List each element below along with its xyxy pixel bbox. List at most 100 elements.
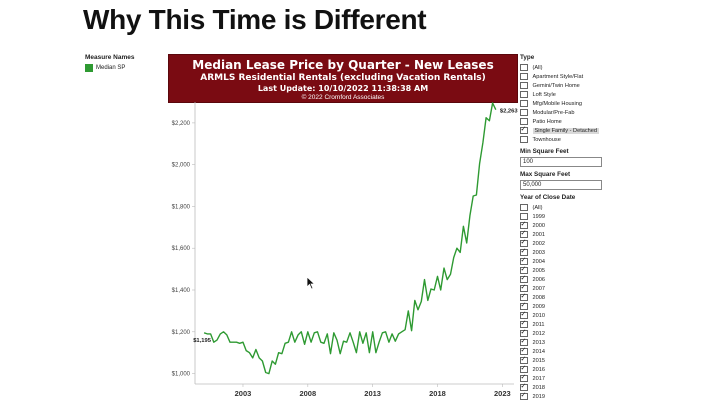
year-option-label: 2002 [532, 240, 545, 247]
year-option[interactable]: 2004 [520, 256, 610, 266]
type-option[interactable]: Townhouse [520, 135, 610, 144]
year-option[interactable]: 2000 [520, 220, 610, 230]
type-option-label: Loft Style [532, 91, 556, 98]
year-option-label: 2016 [532, 366, 545, 373]
chart-header: Median Lease Price by Quarter - New Leas… [168, 54, 518, 103]
y-tick-label: $1,800 [172, 204, 191, 210]
checkbox[interactable] [520, 99, 528, 108]
year-option[interactable]: 2001 [520, 229, 610, 239]
year-option[interactable]: 2012 [520, 328, 610, 338]
type-option[interactable]: Patio Home [520, 117, 610, 126]
filter-panel: Type (All) Apartment Style/Flat Gemini/Twi… [520, 54, 610, 401]
x-tick-label: 2013 [364, 389, 381, 398]
checkbox[interactable] [520, 63, 528, 72]
type-option[interactable]: Modular/Pre-Fab [520, 108, 610, 117]
slide-title: Why This Time is Different [83, 4, 427, 35]
series-line-median-sp [203, 102, 497, 375]
checkbox[interactable] [520, 90, 528, 99]
year-option[interactable]: 2013 [520, 337, 610, 347]
year-option-label: 2013 [532, 339, 545, 346]
y-tick-label: $1,400 [172, 288, 191, 294]
checkbox[interactable] [520, 72, 528, 81]
y-tick-label: $1,000 [172, 372, 191, 378]
year-option-label: 2003 [532, 249, 545, 256]
type-option-label: Apartment Style/Flat [532, 73, 584, 80]
checkbox[interactable] [520, 125, 528, 135]
x-tick-label: 2018 [429, 389, 446, 398]
checkbox[interactable] [520, 391, 528, 401]
y-tick-label: $2,200 [172, 121, 191, 127]
year-option[interactable]: 2005 [520, 265, 610, 275]
year-option[interactable]: 2006 [520, 274, 610, 284]
legend-swatch [85, 64, 93, 72]
year-option-label: 2015 [532, 357, 545, 364]
type-filter-title: Type [520, 54, 535, 61]
year-option-label: 2009 [532, 303, 545, 310]
type-option[interactable]: Mfg/Mobile Housing [520, 99, 610, 108]
year-option-label: 2008 [532, 294, 545, 301]
year-option-label: 2006 [532, 276, 545, 283]
year-filter-title: Year of Close Date [520, 194, 576, 201]
chart-subtitle: ARMLS Residential Rentals (excluding Vac… [200, 73, 486, 83]
min-sqft-input[interactable]: 100 [520, 157, 602, 167]
y-tick-label: $2,000 [172, 163, 191, 169]
year-option[interactable]: 2016 [520, 364, 610, 374]
first-value-label: $1,195 [193, 338, 212, 344]
year-filter-list: (All) 1999 2000 2001 2002 2003 2004 2005 2006 200… [520, 203, 610, 401]
year-option[interactable]: 2014 [520, 346, 610, 356]
year-option[interactable]: 2010 [520, 310, 610, 320]
min-sqft-title: Min Square Feet [520, 148, 569, 155]
type-option-label: Single Family - Detached [532, 127, 599, 134]
max-sqft-title: Max Square Feet [520, 171, 571, 178]
last-value-label: $2,263 [500, 109, 518, 115]
checkbox[interactable] [520, 108, 528, 117]
year-option-label: 2019 [532, 393, 545, 400]
last-update: Last Update: 10/10/2022 11:38:38 AM [257, 84, 429, 93]
year-option[interactable]: 2018 [520, 382, 610, 392]
year-option-label: 2010 [532, 312, 545, 319]
year-option[interactable]: 2008 [520, 292, 610, 302]
type-option[interactable]: Single Family - Detached [520, 125, 610, 135]
year-option[interactable]: 2007 [520, 283, 610, 293]
year-option[interactable]: 2015 [520, 355, 610, 365]
x-tick-label: 2003 [235, 389, 252, 398]
year-option[interactable]: 2019 [520, 391, 610, 401]
year-option-label: (All) [532, 204, 543, 211]
type-option[interactable]: Apartment Style/Flat [520, 72, 610, 81]
legend: Measure Names Median SP [85, 54, 135, 72]
checkbox[interactable] [520, 203, 528, 212]
type-option-label: Townhouse [532, 136, 561, 143]
year-option-label: 2007 [532, 285, 545, 292]
year-option-label: 2017 [532, 375, 545, 382]
year-option-label: 2000 [532, 222, 545, 229]
year-option-label: 2012 [532, 330, 545, 337]
year-option-label: 2005 [532, 267, 545, 274]
type-option[interactable]: (All) [520, 63, 610, 72]
mouse-cursor-icon [306, 276, 316, 290]
type-option[interactable]: Loft Style [520, 90, 610, 99]
year-option-label: 1999 [532, 213, 545, 220]
checkbox[interactable] [520, 81, 528, 90]
year-option[interactable]: 2009 [520, 301, 610, 311]
legend-item-median-sp[interactable]: Median SP [85, 64, 135, 72]
type-option-label: (All) [532, 64, 543, 71]
median-lease-line-chart[interactable]: $1,000 $1,200 $1,400 $1,600 $1,800 $2,000 $2,2… [168, 102, 518, 402]
checkbox[interactable] [520, 135, 528, 144]
year-option-label: 2011 [532, 321, 545, 328]
year-option[interactable]: 2017 [520, 373, 610, 383]
type-filter-list: (All) Apartment Style/Flat Gemini/Twin Hom… [520, 63, 610, 144]
copyright: © 2022 Cromford Associates [301, 94, 385, 101]
type-option-label: Mfg/Mobile Housing [532, 100, 582, 107]
year-option[interactable]: 2003 [520, 247, 610, 257]
type-option[interactable]: Gemini/Twin Home [520, 81, 610, 90]
year-option-label: 2001 [532, 231, 545, 238]
year-option[interactable]: 2002 [520, 238, 610, 248]
year-option[interactable]: 1999 [520, 212, 610, 221]
year-option[interactable]: 2011 [520, 319, 610, 329]
legend-item-label: Median SP [96, 65, 126, 71]
year-option-label: 2004 [532, 258, 545, 265]
type-option-label: Gemini/Twin Home [532, 82, 580, 89]
year-option[interactable]: (All) [520, 203, 610, 212]
max-sqft-input[interactable]: 50,000 [520, 180, 602, 190]
type-option-label: Patio Home [532, 118, 562, 125]
